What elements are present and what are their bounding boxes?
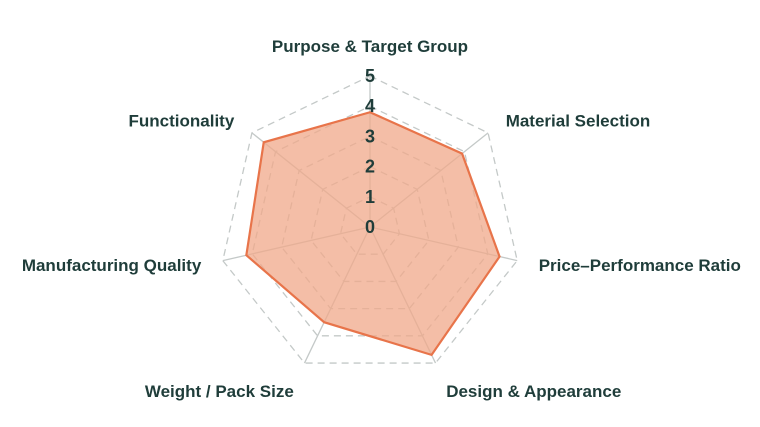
tick-label-5: 5 xyxy=(365,66,375,86)
axis-labels: Purpose & Target Group Material Selection… xyxy=(22,37,741,401)
tick-label-2: 2 xyxy=(365,157,375,177)
radar-series xyxy=(245,111,501,357)
tick-label-4: 4 xyxy=(365,96,375,116)
axis-label-manufacturing-quality: Manufacturing Quality xyxy=(22,256,202,275)
axis-label-price-performance-ratio: Price–Performance Ratio xyxy=(539,256,741,275)
tick-label-1: 1 xyxy=(365,187,375,207)
grid-ring-5 xyxy=(222,75,518,364)
axis-label-design-appearance: Design & Appearance xyxy=(446,382,621,401)
series-area-0 xyxy=(245,111,501,357)
axis-label-purpose-target-group: Purpose & Target Group xyxy=(272,37,468,56)
radial-tick-labels: 0 1 2 3 4 5 xyxy=(365,66,375,237)
axis-label-functionality: Functionality xyxy=(129,111,235,130)
axis-label-weight-pack-size: Weight / Pack Size xyxy=(145,382,294,401)
tick-label-0: 0 xyxy=(365,217,375,237)
axis-label-material-selection: Material Selection xyxy=(506,111,651,130)
tick-label-3: 3 xyxy=(365,126,375,146)
